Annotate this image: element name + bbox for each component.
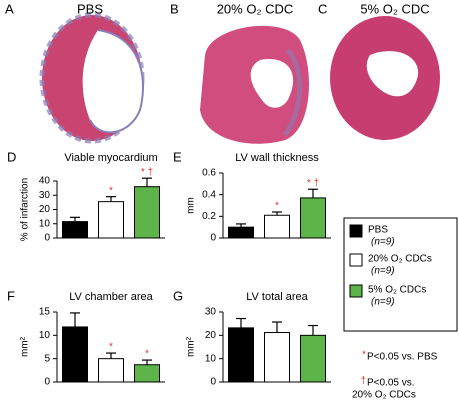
y-tick-label: 5: [44, 353, 50, 364]
legend-n: (n=9): [371, 237, 395, 248]
y-tick-label: 0: [210, 377, 216, 388]
significance-marker: *: [145, 349, 149, 360]
y-tick-label: 0.2: [202, 211, 216, 222]
legend-label: PBS: [368, 225, 388, 236]
y-tick-label: 10: [205, 353, 217, 364]
significance-marker: *: [275, 201, 279, 212]
significance-marker: * †: [141, 167, 153, 178]
bar: [228, 327, 254, 383]
bar: [300, 197, 326, 239]
bar: [134, 364, 160, 383]
bar: [134, 186, 160, 239]
y-tick-label: 0.4: [202, 189, 216, 200]
y-tick-label: 40: [39, 176, 51, 187]
note-text: P<0.05 vs.: [367, 378, 415, 389]
panel-letter: F: [7, 288, 15, 303]
panel-title: 5% O₂ CDC: [360, 1, 429, 16]
note-text: P<0.05 vs. PBS: [367, 352, 438, 363]
y-axis-label: mm: [186, 197, 197, 214]
significance-marker: *: [109, 342, 113, 353]
y-tick-label: 30: [39, 190, 51, 201]
y-axis-label: mm²: [20, 336, 31, 357]
histology-c: [330, 16, 440, 140]
legend-swatch: [349, 284, 363, 298]
y-tick-label: 20: [205, 330, 217, 341]
bar: [62, 326, 88, 383]
note-symbol: †: [360, 376, 366, 387]
legend-swatch: [349, 253, 363, 267]
chart-title: LV total area: [246, 291, 308, 303]
bar: [264, 332, 290, 383]
legend-n: (n=9): [371, 266, 395, 277]
significance-marker: *: [109, 185, 113, 196]
significance-marker: * †: [307, 178, 319, 189]
bar: [98, 358, 124, 383]
legend-swatch: [349, 224, 363, 238]
panel-title: 20% O₂ CDC: [217, 1, 294, 16]
panel-letter: B: [170, 1, 179, 16]
legend-label: 5% O₂ CDCs: [368, 285, 426, 296]
legend-label: 20% O₂ CDCs: [368, 254, 432, 265]
panel-letter: D: [7, 149, 16, 164]
bar: [62, 221, 88, 239]
legend-n: (n=9): [371, 297, 395, 308]
note-text: 20% O₂ CDCs: [352, 390, 416, 401]
y-tick-label: 10: [39, 330, 51, 341]
bar: [300, 334, 326, 383]
panel-letter: C: [318, 1, 327, 16]
chart-title: LV chamber area: [69, 291, 153, 303]
y-tick-label: 0.6: [202, 168, 216, 179]
y-tick-label: 0: [44, 377, 50, 388]
y-tick-label: 10: [39, 218, 51, 229]
chart-title: LV wall thickness: [235, 152, 319, 164]
y-tick-label: 0: [44, 233, 50, 244]
y-tick-label: 15: [39, 307, 51, 318]
chart-title: Viable myocardium: [64, 152, 157, 164]
panel-letter: E: [173, 149, 182, 164]
note-symbol: *: [362, 350, 366, 361]
histology-a: [39, 12, 145, 144]
y-tick-label: 0: [210, 233, 216, 244]
y-axis-label: mm²: [186, 336, 197, 357]
histology-b: [200, 25, 309, 144]
y-tick-label: 20: [39, 204, 51, 215]
legend-box: [343, 217, 458, 332]
y-tick-label: 30: [205, 307, 217, 318]
y-axis-label: % of infarction: [20, 178, 31, 241]
panel-letter: A: [5, 1, 14, 16]
bar: [98, 201, 124, 239]
bar: [264, 214, 290, 239]
panel-letter: G: [173, 288, 183, 303]
panel-title: PBS: [77, 1, 103, 16]
bar: [228, 226, 254, 239]
